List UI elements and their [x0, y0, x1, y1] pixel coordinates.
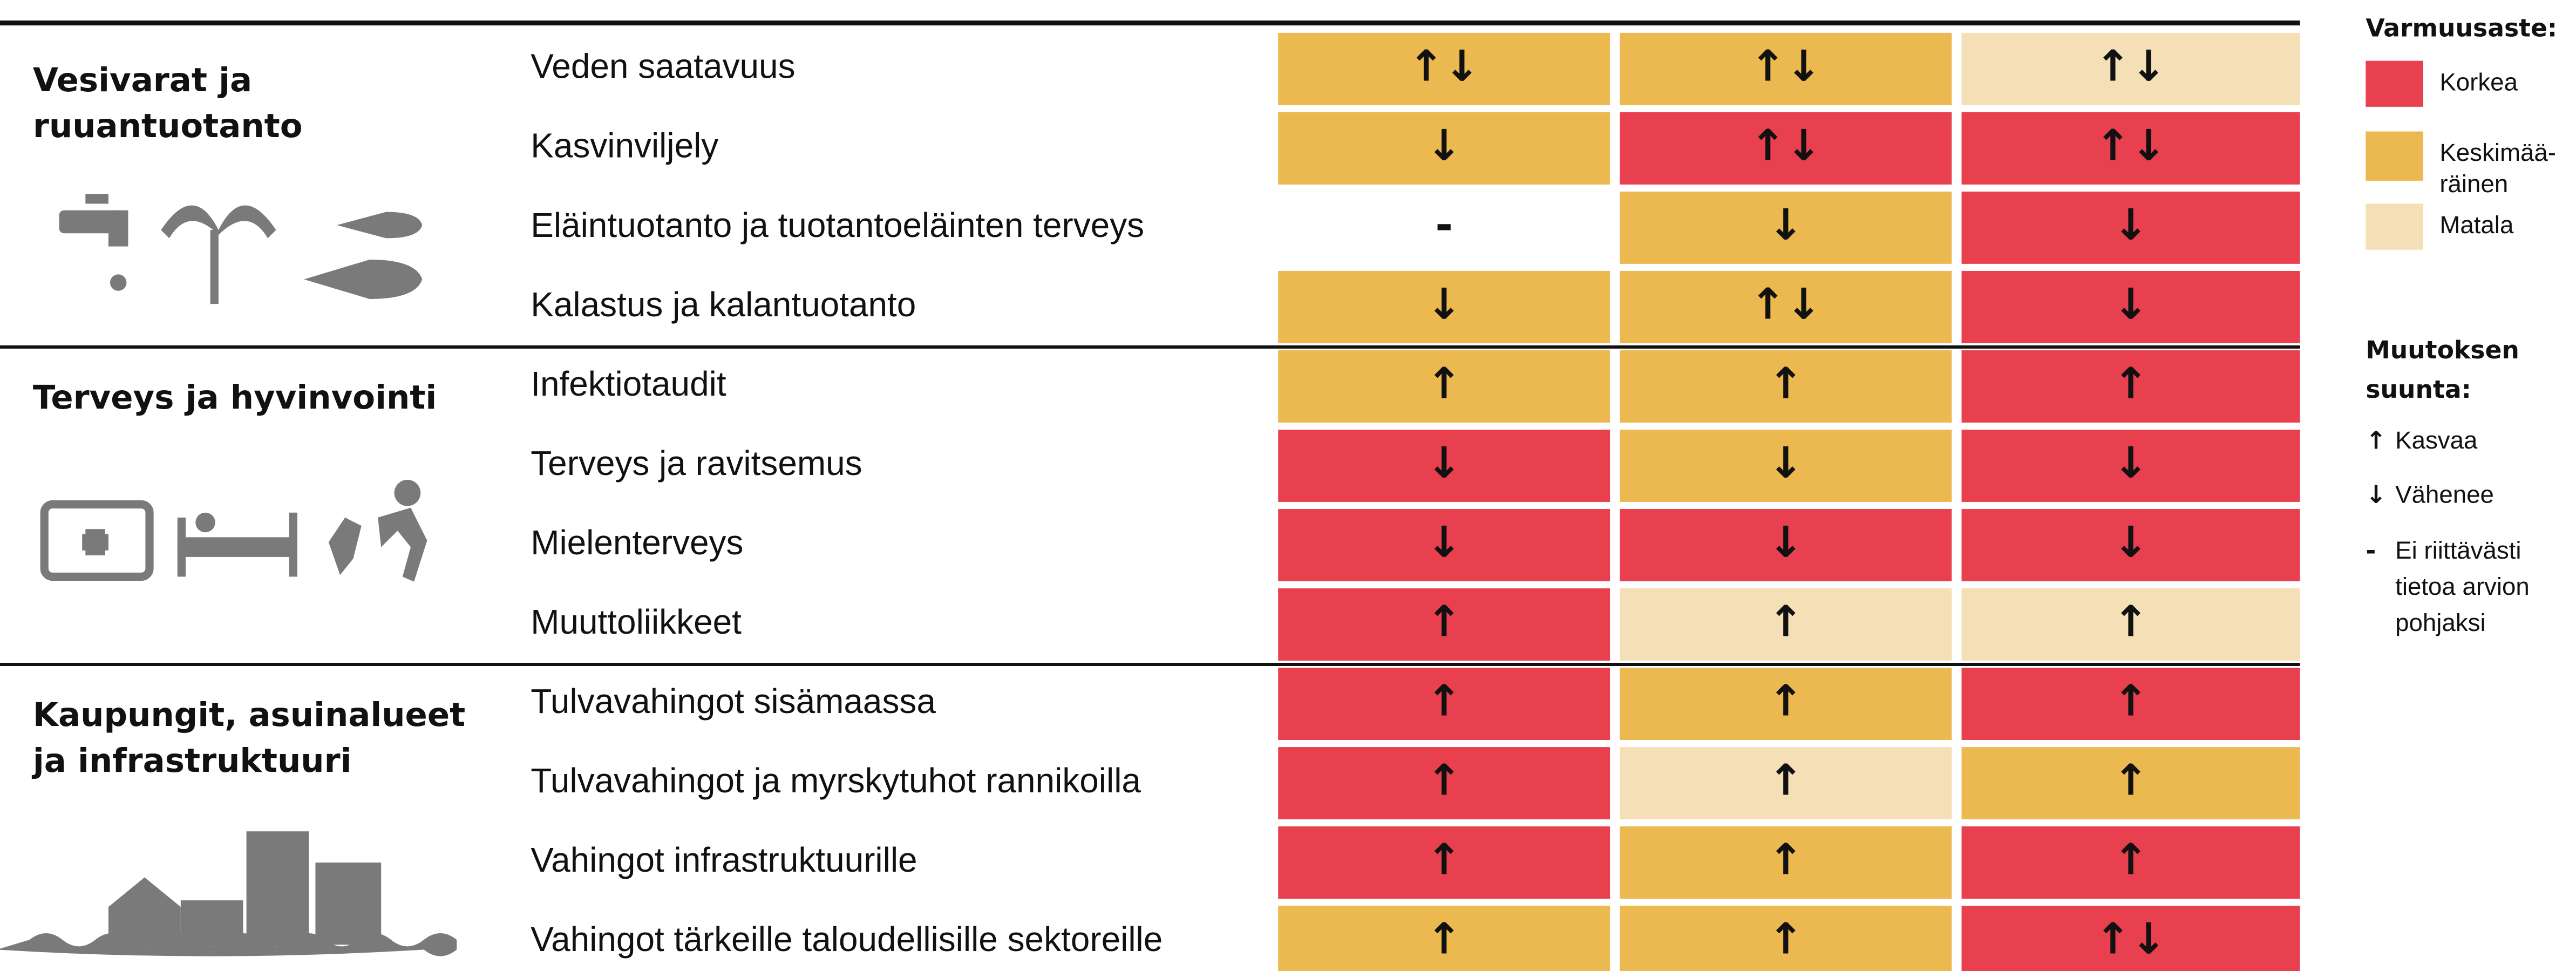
- direction-arrow: ↑: [2113, 676, 2149, 726]
- direction-arrow: ↑↓: [1750, 41, 1822, 91]
- direction-arrow: ↑: [1768, 597, 1804, 647]
- row-label: Vahingot tärkeille taloudellisille sekto…: [531, 920, 1163, 959]
- legend-label: Matala: [2439, 211, 2514, 239]
- direction-arrow: ↑↓: [2095, 120, 2167, 170]
- direction-arrow: ↑: [2113, 358, 2149, 408]
- direction-arrow: ↑: [2113, 756, 2149, 805]
- direction-arrow: ↑↓: [1750, 279, 1822, 329]
- direction-title: suunta:: [2366, 375, 2471, 404]
- direction-arrow: ↓: [1426, 279, 1462, 329]
- row-label: Vahingot infrastruktuurille: [531, 840, 917, 879]
- group-title: Kaupungit, asuinalueet: [33, 696, 465, 734]
- legend-label: räinen: [2439, 170, 2508, 198]
- direction-arrow: ↓: [2113, 279, 2149, 329]
- row-label: Veden saatavuus: [531, 47, 795, 86]
- direction-arrow: ↑: [1426, 676, 1462, 726]
- direction-arrow: ↑↓: [1408, 41, 1480, 91]
- group-title: ruuantuotanto: [33, 107, 303, 145]
- row-label: Eläintuotanto ja tuotantoeläinten tervey…: [531, 206, 1144, 245]
- legend-symbol: ↓: [2366, 480, 2386, 509]
- group-title: ja infrastruktuuri: [31, 742, 352, 780]
- row-label: Mielenterveys: [531, 523, 743, 562]
- direction-arrow: ↑: [1768, 835, 1804, 885]
- legend-label: pohjaksi: [2395, 609, 2485, 636]
- city-icons: [0, 831, 457, 956]
- row-label: Tulvavahingot sisämaassa: [531, 682, 936, 721]
- direction-arrow: ↑: [1426, 597, 1462, 647]
- legend-symbol: ↑: [2366, 426, 2386, 454]
- direction-arrow: ↑: [1768, 676, 1804, 726]
- direction-arrow: ↑: [1768, 756, 1804, 805]
- direction-arrow: ↑: [1426, 358, 1462, 408]
- legend-label: Kasvaa: [2395, 426, 2478, 454]
- row-label: Tulvavahingot ja myrskytuhot rannikoilla: [531, 761, 1141, 800]
- water-food-icons: [59, 194, 423, 304]
- confidence-title: Varmuusaste:: [2366, 13, 2557, 42]
- direction-arrow: ↑↓: [1750, 120, 1822, 170]
- row-label: Muuttoliikkeet: [531, 602, 742, 641]
- legend-swatch: [2366, 203, 2423, 249]
- direction-arrow: ↑↓: [2095, 41, 2167, 91]
- direction-arrow: ↓: [1426, 438, 1462, 487]
- direction-arrow: ↓: [1768, 517, 1804, 567]
- direction-arrow: ↑: [1426, 835, 1462, 885]
- direction-arrow: ↑: [1426, 756, 1462, 805]
- direction-arrow: ↑↓: [2095, 914, 2167, 964]
- row-label: Kasvinviljely: [531, 126, 718, 165]
- direction-arrow: ↑: [2113, 835, 2149, 885]
- direction-arrow: ↑: [1768, 358, 1804, 408]
- legend-label: Korkea: [2439, 68, 2518, 96]
- row-label: Terveys ja ravitsemus: [531, 444, 862, 483]
- matrix-figure: Varmuusaste: Muutoksen suunta: Vesivarat…: [0, 0, 2576, 971]
- direction-arrow: ↓: [2113, 438, 2149, 487]
- legend-symbol: -: [2366, 536, 2376, 565]
- legend-swatch: [2366, 61, 2423, 107]
- group-title: Terveys ja hyvinvointi: [33, 378, 437, 417]
- direction-arrow: ↓: [2113, 517, 2149, 567]
- page: Varmuusaste: Muutoksen suunta: Vesivarat…: [0, 0, 2576, 971]
- direction-arrow: ↓: [1426, 517, 1462, 567]
- row-label: Kalastus ja kalantuotanto: [531, 285, 916, 324]
- legend-label: Vähenee: [2395, 480, 2494, 508]
- direction-title: Muutoksen: [2366, 336, 2519, 364]
- group-title: Vesivarat ja: [33, 61, 252, 99]
- direction-arrow: ↓: [1768, 438, 1804, 487]
- direction-arrow: ↑: [1768, 914, 1804, 964]
- direction-arrow: ↑: [1426, 914, 1462, 964]
- legend-label: Keskimää-: [2439, 139, 2556, 166]
- direction-arrow: ↓: [2113, 200, 2149, 249]
- direction-arrow: ↓: [1426, 120, 1462, 170]
- health-icons: [44, 480, 427, 582]
- row-label: Infektiotaudit: [531, 364, 726, 403]
- legend-swatch: [2366, 132, 2423, 181]
- direction-arrow: ↓: [1768, 200, 1804, 249]
- direction-arrow: -: [1435, 200, 1453, 249]
- legend-label: Ei riittävästi: [2395, 537, 2521, 564]
- legend-label: tietoa arvion: [2395, 573, 2530, 600]
- direction-arrow: ↑: [2113, 597, 2149, 647]
